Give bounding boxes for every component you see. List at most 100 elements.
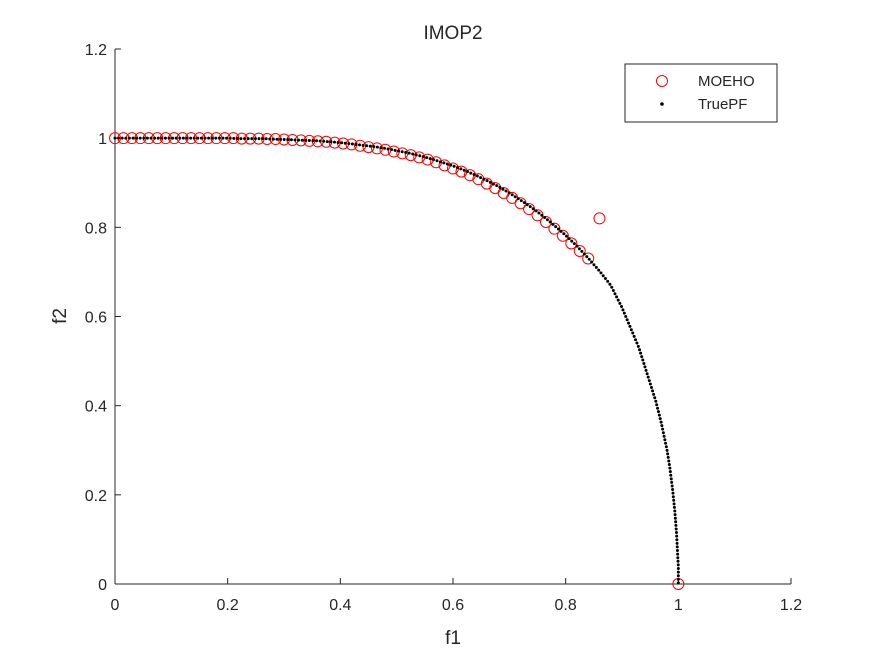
truepf-point (390, 148, 394, 152)
truepf-point (640, 355, 644, 359)
truepf-point (676, 574, 680, 578)
truepf-point (315, 139, 319, 143)
moeho-point (109, 132, 121, 145)
truepf-point (606, 279, 610, 283)
truepf-point (676, 563, 680, 567)
truepf-point (235, 137, 239, 141)
truepf-point (664, 445, 668, 449)
truepf-point (495, 184, 499, 188)
truepf-point (442, 161, 446, 165)
truepf-point (642, 361, 646, 365)
truepf-point (610, 285, 614, 289)
truepf-point (641, 358, 645, 362)
truepf-point (657, 413, 661, 417)
truepf-point (498, 185, 502, 189)
plot-series (109, 132, 685, 590)
truepf-point (522, 201, 526, 205)
truepf-point (372, 145, 376, 149)
x-tick-label: 0.6 (442, 597, 464, 614)
legend-truepf-label: TruePF (698, 96, 747, 113)
x-tick-label: 0 (111, 597, 120, 614)
truepf-point (354, 142, 358, 146)
truepf-point (645, 372, 649, 376)
x-tick-label: 1.2 (780, 597, 802, 614)
truepf-point (286, 138, 290, 142)
truepf-point (322, 139, 326, 143)
truepf-point (257, 137, 261, 141)
truepf-point (674, 523, 678, 527)
truepf-point (644, 368, 648, 372)
truepf-point (622, 311, 626, 315)
truepf-point (580, 249, 584, 253)
truepf-point (404, 150, 408, 154)
truepf-point (668, 470, 672, 474)
legend-moeho-label: MOEHO (698, 73, 755, 90)
x-tick-label: 0.2 (217, 597, 239, 614)
truepf-point (358, 143, 362, 147)
truepf-point (528, 205, 532, 209)
truepf-point (445, 162, 449, 166)
truepf-point (210, 136, 214, 140)
y-tick-label: 0 (98, 577, 107, 594)
truepf-point (414, 153, 418, 157)
truepf-point (368, 144, 372, 148)
y-tick-label: 1 (98, 131, 107, 148)
truepf-point (639, 351, 643, 355)
moeho-point (548, 222, 561, 235)
truepf-point (632, 334, 636, 338)
truepf-point (635, 341, 639, 345)
truepf-point (239, 137, 243, 141)
truepf-point (138, 136, 142, 140)
truepf-point (510, 193, 514, 197)
truepf-point (232, 136, 236, 140)
truepf-point (425, 156, 429, 160)
truepf-point (673, 509, 677, 513)
truepf-point (661, 431, 665, 435)
truepf-point (243, 137, 247, 141)
truepf-point (590, 260, 594, 264)
moeho-point (134, 132, 147, 145)
truepf-point (577, 247, 581, 251)
truepf-point (652, 392, 656, 396)
truepf-point (621, 308, 625, 312)
truepf-point (516, 197, 520, 201)
truepf-point (311, 139, 315, 143)
truepf-point (163, 136, 167, 140)
truepf-point (545, 218, 549, 222)
truepf-point (663, 438, 667, 442)
truepf-point (397, 149, 401, 153)
truepf-point (675, 534, 679, 538)
truepf-point (217, 136, 221, 140)
truepf-point (293, 138, 297, 142)
truepf-point (365, 144, 369, 148)
truepf-point (659, 420, 663, 424)
truepf-point (599, 271, 603, 275)
truepf-point (246, 137, 250, 141)
truepf-point (459, 167, 463, 171)
truepf-point (603, 277, 607, 281)
truepf-point (525, 203, 529, 207)
truepf-point (304, 138, 308, 142)
truepf-point (507, 191, 511, 195)
truepf-point (432, 158, 436, 162)
legend-box (624, 63, 778, 123)
truepf-point (253, 137, 257, 141)
truepf-point (407, 151, 411, 155)
moeho-point (582, 252, 595, 265)
truepf-point (120, 136, 124, 140)
truepf-point (675, 545, 679, 549)
truepf-point (666, 452, 670, 456)
truepf-point (543, 215, 547, 219)
legend-moeho-marker (656, 75, 668, 87)
truepf-point (597, 268, 601, 272)
truepf-point (572, 242, 576, 246)
moeho-point (370, 142, 383, 155)
truepf-point (472, 173, 476, 177)
truepf-point (611, 288, 615, 292)
truepf-point (452, 164, 456, 168)
y-tick-label: 0.6 (85, 310, 107, 327)
truepf-point (149, 136, 153, 140)
truepf-point (379, 146, 383, 150)
truepf-point (676, 556, 680, 560)
